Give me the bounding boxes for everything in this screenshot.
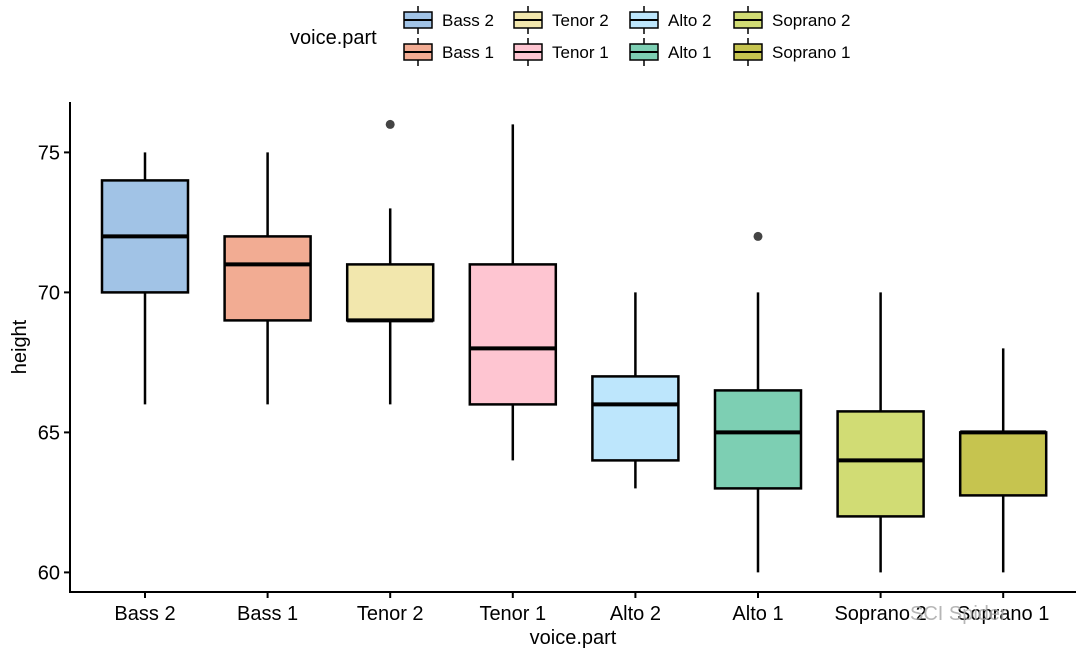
x-axis-title: voice.part <box>530 627 617 649</box>
x-tick-label-alto-2: Alto 2 <box>610 603 661 625</box>
legend-item-soprano-2: Soprano 2 <box>733 6 850 34</box>
outlier-point-alto-1-0 <box>753 231 763 241</box>
box-alto-2 <box>591 292 680 489</box>
y-tick-label-65: 65 <box>38 422 60 444</box>
iqr-box-tenor-1 <box>468 263 558 406</box>
box-soprano-2 <box>836 292 925 573</box>
y-axis-title: height <box>9 319 31 374</box>
iqr-box-alto-1 <box>713 389 803 490</box>
legend-item-soprano-1: Soprano 1 <box>733 38 850 66</box>
legend-item-bass-1: Bass 1 <box>403 38 494 66</box>
legend-item-alto-1: Alto 1 <box>629 38 711 66</box>
iqr-box-alto-2 <box>591 375 680 462</box>
legend-label-bass-2: Bass 2 <box>442 11 494 30</box>
legend-item-tenor-1: Tenor 1 <box>513 38 609 66</box>
box-bass-2 <box>100 152 190 405</box>
legend-item-bass-2: Bass 2 <box>403 6 494 34</box>
plot-area <box>100 119 1048 573</box>
legend-label-tenor-1: Tenor 1 <box>552 43 609 62</box>
iqr-box-bass-1 <box>223 235 312 322</box>
legend-title: voice.part <box>290 27 377 49</box>
x-tick-label-soprano-2: Soprano 2 <box>834 603 926 625</box>
legend-label-soprano-1: Soprano 1 <box>772 43 850 62</box>
x-tick-label-soprano-1: Soprano 1 <box>957 603 1049 625</box>
y-tick-label-70: 70 <box>38 282 60 304</box>
legend-label-tenor-2: Tenor 2 <box>552 11 609 30</box>
x-tick-label-bass-2: Bass 2 <box>114 603 175 625</box>
axes: voice.part height 60 65 70 75 Bass 2 Bass 1 Te… <box>9 102 1076 649</box>
iqr-box-soprano-2 <box>836 410 925 518</box>
x-tick-label-alto-1: Alto 1 <box>732 603 783 625</box>
iqr-box-soprano-1 <box>958 431 1048 497</box>
legend-item-tenor-2: Tenor 2 <box>513 6 609 34</box>
legend-label-bass-1: Bass 1 <box>442 43 494 62</box>
box-soprano-1 <box>958 348 1048 573</box>
watermark-text: SCI Spider <box>910 603 1007 625</box>
legend-label-alto-1: Alto 1 <box>668 43 711 62</box>
box-alto-1 <box>713 231 803 573</box>
x-tick-label-bass-1: Bass 1 <box>237 603 298 625</box>
legend-label-soprano-2: Soprano 2 <box>772 11 850 30</box>
box-tenor-1 <box>468 124 558 461</box>
y-tick-label-60: 60 <box>38 562 60 584</box>
box-bass-1 <box>223 152 312 405</box>
legend-item-alto-2: Alto 2 <box>629 6 711 34</box>
x-tick-label-tenor-1: Tenor 1 <box>479 603 546 625</box>
legend-label-alto-2: Alto 2 <box>668 11 711 30</box>
y-tick-label-75: 75 <box>38 142 60 164</box>
legend: voice.part Bass 2 Bass 1 Tenor 2 Tenor 1 Alt… <box>290 6 850 66</box>
iqr-box-tenor-2 <box>345 263 435 322</box>
outlier-point-tenor-2-0 <box>385 119 395 129</box>
box-tenor-2 <box>345 119 435 405</box>
x-tick-label-tenor-2: Tenor 2 <box>357 603 424 625</box>
